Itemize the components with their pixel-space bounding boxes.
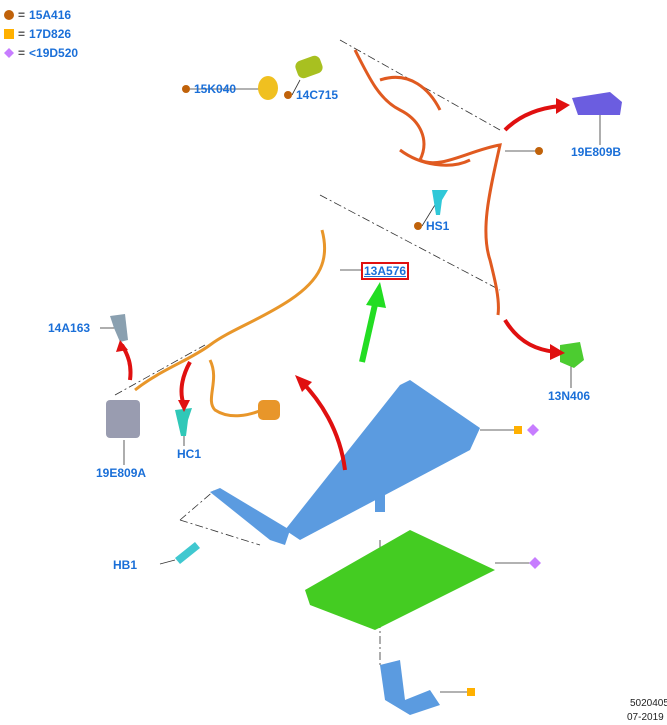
towbar (210, 380, 480, 545)
part-label-HC1[interactable]: HC1 (177, 447, 202, 461)
legend-item: = 17D826 (4, 27, 71, 41)
part-14A163-shape (110, 314, 128, 342)
diamond-icon (4, 48, 14, 58)
trailer-socket (258, 400, 280, 420)
harness-upper (353, 49, 502, 316)
part-15K040-shape (258, 76, 278, 100)
module-19E809B-shape (572, 92, 622, 115)
part-HC1-shape (175, 408, 192, 436)
legend-code: 15A416 (29, 8, 72, 22)
callout-lines (100, 79, 601, 693)
part-label-HB1[interactable]: HB1 (113, 558, 138, 572)
underbody-shield (305, 530, 495, 630)
part-13N406-shape (560, 342, 584, 368)
part-label-15K040[interactable]: 15K040 (194, 82, 237, 96)
callout-markers (182, 85, 543, 696)
part-label-13N406[interactable]: 13N406 (548, 389, 591, 403)
square-icon (4, 29, 14, 39)
part-label-19E809B[interactable]: 19E809B (571, 145, 622, 159)
harness-lower (134, 229, 327, 418)
legend-item: = <19D520 (4, 46, 78, 60)
part-label-14A163[interactable]: 14A163 (48, 321, 91, 335)
part-HS1-shape (432, 190, 448, 215)
diagram-number: 5020405 (630, 698, 667, 709)
part-14C715-shape (295, 55, 323, 79)
bolt-HB1-shape (175, 542, 200, 564)
part-label-13A576-highlighted[interactable]: 13A576 (361, 262, 410, 280)
module-19E809A-shape (106, 400, 140, 438)
legend-item: = 15A416 (4, 8, 71, 22)
legend-code: <19D520 (29, 46, 79, 60)
part-label-19E809A[interactable]: 19E809A (96, 466, 147, 480)
diagram-date: 07-2019 (627, 712, 664, 723)
part-label-HS1[interactable]: HS1 (426, 219, 450, 233)
legend-code: 17D826 (29, 27, 72, 41)
bracket-lower (380, 660, 440, 715)
circle-icon (4, 10, 14, 20)
red-arrowheads (116, 98, 570, 412)
part-label-14C715[interactable]: 14C715 (296, 88, 339, 102)
green-arrow (359, 282, 386, 363)
